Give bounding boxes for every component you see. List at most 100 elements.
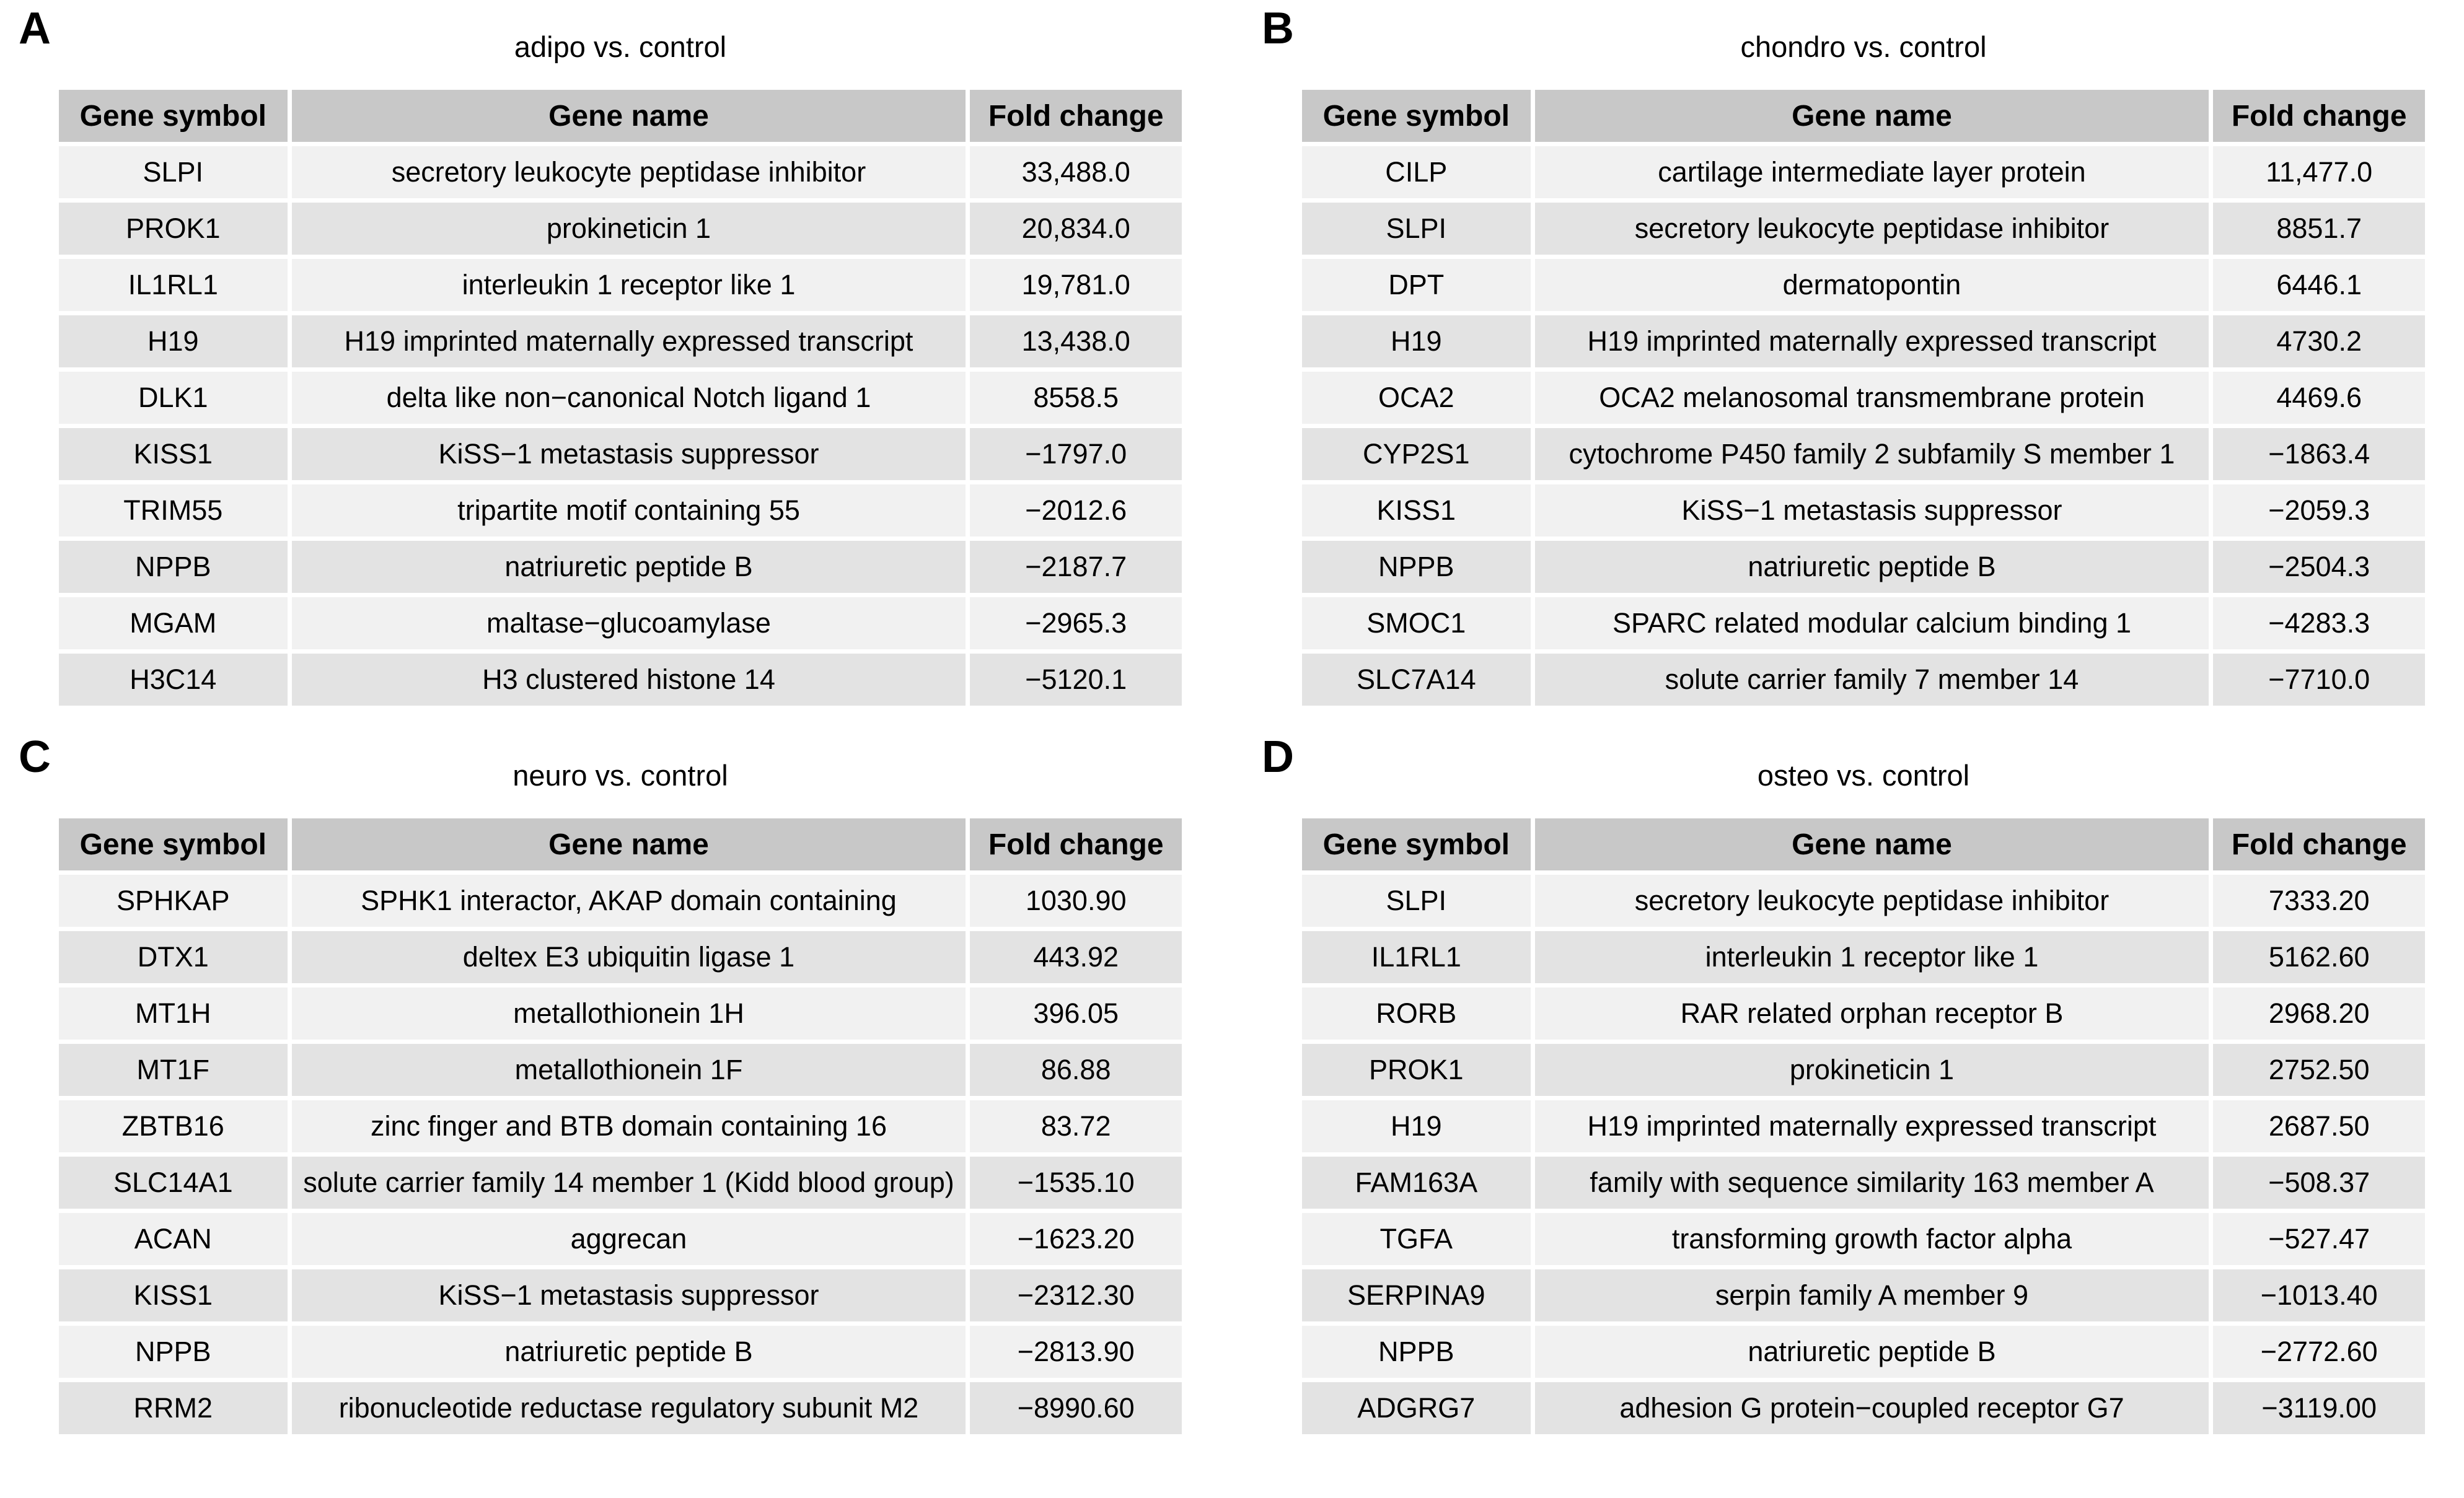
column-header-fold-change: Fold change (2213, 818, 2425, 870)
table-row: FAM163A family with sequence similarity 1… (1302, 1157, 2425, 1209)
table-row: SLPI secretory leukocyte peptidase inhibi… (59, 146, 1182, 198)
fold-change-cell: −1535.10 (970, 1157, 1182, 1209)
gene-name-cell: H3 clustered histone 14 (291, 654, 966, 706)
gene-symbol-cell: NPPB (1302, 1326, 1531, 1378)
fold-change-cell: 2687.50 (2213, 1100, 2425, 1152)
table-row: KISS1 KiSS−1 metastasis suppressor −2312.3… (59, 1269, 1182, 1321)
gene-symbol-cell: KISS1 (59, 1269, 288, 1321)
fold-change-cell: −527.47 (2213, 1213, 2425, 1265)
table-row: SLPI secretory leukocyte peptidase inhibi… (1302, 203, 2425, 255)
gene-name-cell: dermatopontin (1534, 259, 2209, 311)
fold-change-cell: −2187.7 (970, 541, 1182, 593)
fold-change-cell: 83.72 (970, 1100, 1182, 1152)
fold-change-cell: −2772.60 (2213, 1326, 2425, 1378)
table-row: CILP cartilage intermediate layer protein… (1302, 146, 2425, 198)
fold-change-cell: 6446.1 (2213, 259, 2425, 311)
table-row: H3C14 H3 clustered histone 14 −5120.1 (59, 654, 1182, 706)
gene-symbol-cell: ZBTB16 (59, 1100, 288, 1152)
column-header-gene-symbol: Gene symbol (59, 90, 288, 142)
gene-symbol-cell: SLPI (1302, 203, 1531, 255)
column-header-gene-symbol: Gene symbol (59, 818, 288, 870)
gene-name-cell: natriuretic peptide B (291, 1326, 966, 1378)
figure-grid: A adipo vs. control Gene symbol Gene nam… (19, 6, 2429, 1439)
header-row: Gene symbol Gene name Fold change (59, 818, 1182, 870)
gene-symbol-cell: OCA2 (1302, 372, 1531, 424)
gene-symbol-cell: SLPI (59, 146, 288, 198)
panel-d-title: osteo vs. control (1757, 759, 1970, 792)
gene-symbol-cell: TGFA (1302, 1213, 1531, 1265)
gene-symbol-cell: H19 (1302, 315, 1531, 367)
panel-b: B chondro vs. control Gene symbol Gene n… (1262, 6, 2429, 710)
table-body: SPHKAP SPHK1 interactor, AKAP domain cont… (59, 875, 1182, 1434)
gene-name-cell: metallothionein 1H (291, 988, 966, 1040)
gene-name-cell: prokineticin 1 (1534, 1044, 2209, 1096)
fold-change-cell: −1013.40 (2213, 1269, 2425, 1321)
table-row: SLC7A14 solute carrier family 7 member 14… (1302, 654, 2425, 706)
panel-a-header: A adipo vs. control (19, 6, 1186, 85)
fold-change-cell: 13,438.0 (970, 315, 1182, 367)
gene-symbol-cell: NPPB (59, 541, 288, 593)
table-row: SERPINA9 serpin family A member 9 −1013.40 (1302, 1269, 2425, 1321)
gene-name-cell: natriuretic peptide B (1534, 541, 2209, 593)
fold-change-cell: 2752.50 (2213, 1044, 2425, 1096)
gene-symbol-cell: KISS1 (1302, 484, 1531, 537)
fold-change-cell: 7333.20 (2213, 875, 2425, 927)
fold-change-cell: −3119.00 (2213, 1382, 2425, 1434)
table-row: MT1F metallothionein 1F 86.88 (59, 1044, 1182, 1096)
gene-name-cell: solute carrier family 7 member 14 (1534, 654, 2209, 706)
gene-symbol-cell: FAM163A (1302, 1157, 1531, 1209)
gene-symbol-cell: CILP (1302, 146, 1531, 198)
panel-d-label: D (1262, 732, 1294, 782)
gene-symbol-cell: SLC7A14 (1302, 654, 1531, 706)
gene-symbol-cell: RORB (1302, 988, 1531, 1040)
gene-name-cell: RAR related orphan receptor B (1534, 988, 2209, 1040)
fold-change-cell: 20,834.0 (970, 203, 1182, 255)
gene-name-cell: SPARC related modular calcium binding 1 (1534, 597, 2209, 649)
gene-symbol-cell: ADGRG7 (1302, 1382, 1531, 1434)
gene-symbol-cell: PROK1 (59, 203, 288, 255)
table-row: OCA2 OCA2 melanosomal transmembrane prote… (1302, 372, 2425, 424)
fold-change-cell: −4283.3 (2213, 597, 2425, 649)
panel-c-title: neuro vs. control (513, 759, 728, 792)
gene-table-osteo: Gene symbol Gene name Fold change SLPI se… (1298, 814, 2429, 1439)
table-row: NPPB natriuretic peptide B −2813.90 (59, 1326, 1182, 1378)
table-row: H19 H19 imprinted maternally expressed tr… (59, 315, 1182, 367)
table-row: RRM2 ribonucleotide reductase regulatory … (59, 1382, 1182, 1434)
fold-change-cell: −508.37 (2213, 1157, 2425, 1209)
gene-name-cell: SPHK1 interactor, AKAP domain containing (291, 875, 966, 927)
column-header-gene-name: Gene name (1534, 90, 2209, 142)
table-row: SMOC1 SPARC related modular calcium bindi… (1302, 597, 2425, 649)
panel-c-label: C (19, 732, 51, 782)
gene-symbol-cell: RRM2 (59, 1382, 288, 1434)
gene-name-cell: tripartite motif containing 55 (291, 484, 966, 537)
panel-a-label: A (19, 4, 51, 53)
fold-change-cell: −2504.3 (2213, 541, 2425, 593)
table-row: DPT dermatopontin 6446.1 (1302, 259, 2425, 311)
table-row: SLC14A1 solute carrier family 14 member 1… (59, 1157, 1182, 1209)
fold-change-cell: −2965.3 (970, 597, 1182, 649)
table-row: KISS1 KiSS−1 metastasis suppressor −2059.3 (1302, 484, 2425, 537)
gene-symbol-cell: SLPI (1302, 875, 1531, 927)
fold-change-cell: 33,488.0 (970, 146, 1182, 198)
fold-change-cell: 396.05 (970, 988, 1182, 1040)
fold-change-cell: −1863.4 (2213, 428, 2425, 480)
gene-name-cell: interleukin 1 receptor like 1 (291, 259, 966, 311)
fold-change-cell: −7710.0 (2213, 654, 2425, 706)
fold-change-cell: −8990.60 (970, 1382, 1182, 1434)
gene-name-cell: KiSS−1 metastasis suppressor (1534, 484, 2209, 537)
gene-name-cell: solute carrier family 14 member 1 (Kidd … (291, 1157, 966, 1209)
table-row: NPPB natriuretic peptide B −2187.7 (59, 541, 1182, 593)
gene-name-cell: natriuretic peptide B (291, 541, 966, 593)
table-row: ZBTB16 zinc finger and BTB domain contain… (59, 1100, 1182, 1152)
fold-change-cell: 2968.20 (2213, 988, 2425, 1040)
fold-change-cell: −2012.6 (970, 484, 1182, 537)
table-row: H19 H19 imprinted maternally expressed tr… (1302, 1100, 2425, 1152)
column-header-gene-symbol: Gene symbol (1302, 90, 1531, 142)
gene-symbol-cell: SPHKAP (59, 875, 288, 927)
gene-name-cell: family with sequence similarity 163 memb… (1534, 1157, 2209, 1209)
gene-name-cell: metallothionein 1F (291, 1044, 966, 1096)
fold-change-cell: 11,477.0 (2213, 146, 2425, 198)
fold-change-cell: 86.88 (970, 1044, 1182, 1096)
gene-name-cell: serpin family A member 9 (1534, 1269, 2209, 1321)
gene-name-cell: secretory leukocyte peptidase inhibitor (1534, 203, 2209, 255)
